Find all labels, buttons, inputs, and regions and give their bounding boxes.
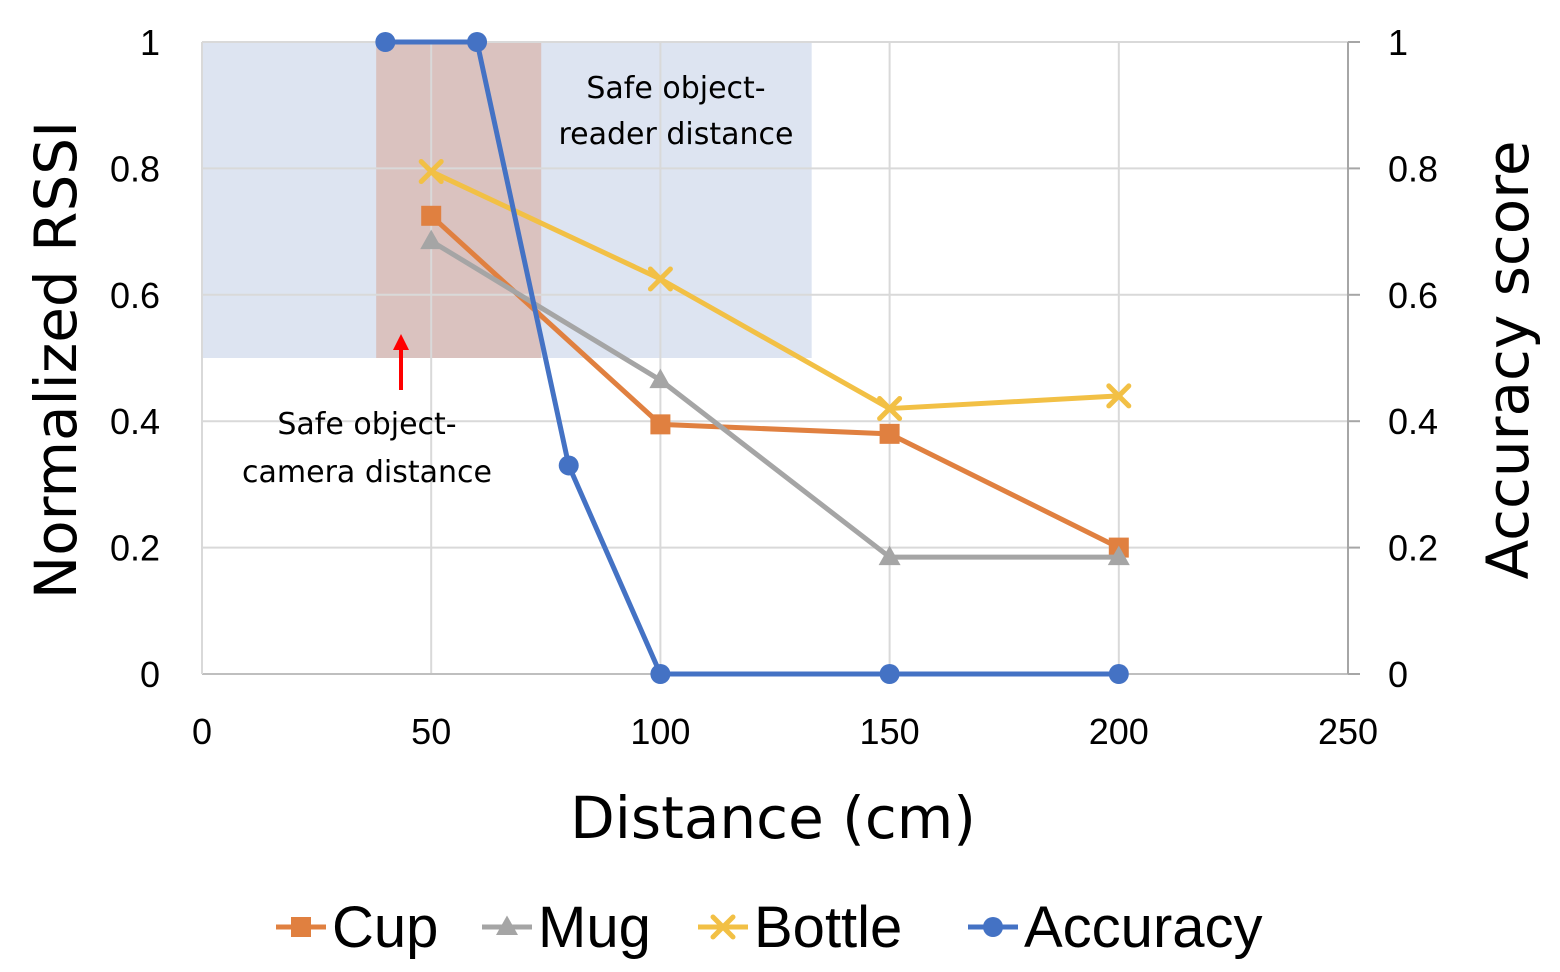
bottle-point xyxy=(418,159,444,185)
bottle-point-stroke xyxy=(647,266,673,292)
cup-point xyxy=(421,205,442,226)
x-tick-label: 150 xyxy=(860,711,920,752)
mug-point xyxy=(878,545,901,566)
bottle-point xyxy=(877,396,903,422)
reader-region-label-line2: reader distance xyxy=(558,117,793,152)
accuracy-line xyxy=(382,39,1122,677)
mug-point xyxy=(420,229,443,250)
series-lines xyxy=(375,32,1132,684)
camera-region-label-line1: Safe object- xyxy=(277,407,456,442)
legend-swatch-marker xyxy=(291,917,311,937)
accuracy-point xyxy=(650,664,671,684)
bottle-point-stroke xyxy=(877,396,903,422)
legend-swatch-marker-stroke xyxy=(710,914,736,940)
accuracy-point xyxy=(558,455,579,476)
x-tick-label: 250 xyxy=(1318,711,1378,752)
bottle-point-stroke xyxy=(1106,383,1132,409)
series-accuracy xyxy=(375,32,1129,684)
x-tick-label: 50 xyxy=(411,711,451,752)
x-tick-label: 0 xyxy=(192,711,212,752)
y-tick-label: 0 xyxy=(140,654,160,695)
legend-item-accuracy: Accuracy xyxy=(968,895,1263,960)
series-mug xyxy=(420,229,1130,566)
legend-item-cup: Cup xyxy=(276,895,438,960)
legend-item-bottle: Bottle xyxy=(698,895,902,960)
y-tick-label: 1 xyxy=(140,22,160,63)
x-axis-title: Distance (cm) xyxy=(570,784,976,852)
y2-tick-label: 0.8 xyxy=(1388,148,1438,189)
y2-tick-label: 0 xyxy=(1388,654,1408,695)
legend-item-mug: Mug xyxy=(482,895,651,960)
mug-point xyxy=(1107,545,1130,566)
legend: Cup Mug Bottle Accuracy xyxy=(276,895,1263,960)
legend-swatch-marker xyxy=(496,915,518,935)
tick-labels: 0 50 100 150 200 25000.20.40.60.8100.20.40.60… xyxy=(110,22,1438,752)
shaded-region-1 xyxy=(376,42,542,358)
y2-tick-label: 0.6 xyxy=(1388,275,1438,316)
legend-swatch-marker xyxy=(983,917,1003,937)
bottle-point xyxy=(1106,383,1132,409)
accuracy-point xyxy=(467,32,488,52)
series-bottle xyxy=(418,159,1132,422)
y2-tick-label: 1 xyxy=(1388,22,1408,63)
y-tick-label: 0.4 xyxy=(110,401,160,442)
y2-tick-label: 0.4 xyxy=(1388,401,1438,442)
mug-point xyxy=(649,368,672,389)
y2-axis-title: Accuracy score xyxy=(1474,140,1542,579)
cup-point xyxy=(879,423,900,444)
accuracy-point xyxy=(375,32,396,52)
legend-swatch-marker xyxy=(710,914,736,940)
cup-point xyxy=(650,414,671,435)
bottle-point-stroke xyxy=(418,159,444,185)
legend-label: Cup xyxy=(332,895,438,960)
accuracy-point xyxy=(879,664,900,684)
cup-line xyxy=(428,213,1122,551)
x-tick-label: 100 xyxy=(630,711,690,752)
mug-line xyxy=(428,238,1122,560)
bottle-point xyxy=(647,266,673,292)
legend-label: Accuracy xyxy=(1024,895,1263,960)
y-tick-label: 0.8 xyxy=(110,148,160,189)
x-tick-label: 200 xyxy=(1089,711,1149,752)
annotation-arrow-head xyxy=(393,334,409,350)
y-axis-title: Normalized RSSI xyxy=(22,121,90,599)
y2-tick-label: 0.2 xyxy=(1388,528,1438,569)
camera-region-label-line2: camera distance xyxy=(242,455,492,490)
bottle-line xyxy=(428,169,1122,412)
y-tick-label: 0.2 xyxy=(110,528,160,569)
annotations: Safe object-reader distance Safe object-c… xyxy=(242,71,793,490)
legend-label: Bottle xyxy=(754,895,902,960)
y-tick-label: 0.6 xyxy=(110,275,160,316)
reader-region-label-line1: Safe object- xyxy=(586,71,765,106)
accuracy-point xyxy=(1108,664,1129,684)
legend-label: Mug xyxy=(538,895,651,960)
